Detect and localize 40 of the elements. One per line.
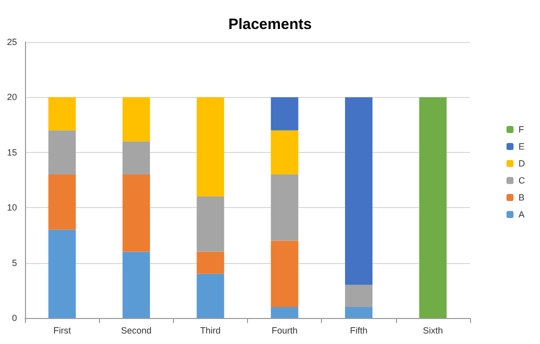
legend-label: A (518, 210, 525, 220)
bar (122, 174, 150, 252)
bar (48, 130, 76, 174)
bar (270, 130, 298, 174)
bar (48, 230, 76, 318)
y-tick-label: 20 (6, 92, 17, 102)
legend-label: D (518, 158, 526, 168)
bar (122, 141, 150, 174)
chart-title: Placements (228, 16, 312, 33)
bar (196, 97, 224, 197)
legend-label: C (518, 176, 526, 186)
x-tick-label: Sixth (422, 326, 443, 336)
bar (345, 306, 372, 318)
bar (270, 174, 298, 241)
bar (270, 240, 298, 307)
bar (270, 97, 298, 130)
bar (270, 306, 298, 318)
x-tick-label: Fifth (350, 326, 368, 336)
legend-label: B (518, 192, 525, 202)
bar (122, 97, 150, 142)
bar (196, 274, 224, 318)
bar (48, 97, 76, 130)
x-tick-label: Second (120, 326, 152, 336)
bar (196, 252, 224, 274)
legend-label: E (518, 142, 525, 152)
x-tick-label: Third (200, 326, 221, 336)
bar (48, 174, 76, 230)
legend-label: F (518, 124, 524, 134)
bar (419, 97, 447, 318)
x-tick-label: Fourth (272, 326, 298, 336)
bar (345, 97, 372, 285)
bar (196, 196, 224, 252)
y-tick-label: 25 (6, 37, 17, 47)
y-tick-label: 5 (12, 258, 17, 268)
y-tick-label: 10 (6, 202, 17, 213)
bar (122, 252, 150, 318)
x-tick-label: First (53, 326, 72, 336)
bar (345, 284, 372, 307)
y-tick-label: 15 (6, 147, 17, 158)
y-tick-label: 0 (12, 313, 17, 323)
